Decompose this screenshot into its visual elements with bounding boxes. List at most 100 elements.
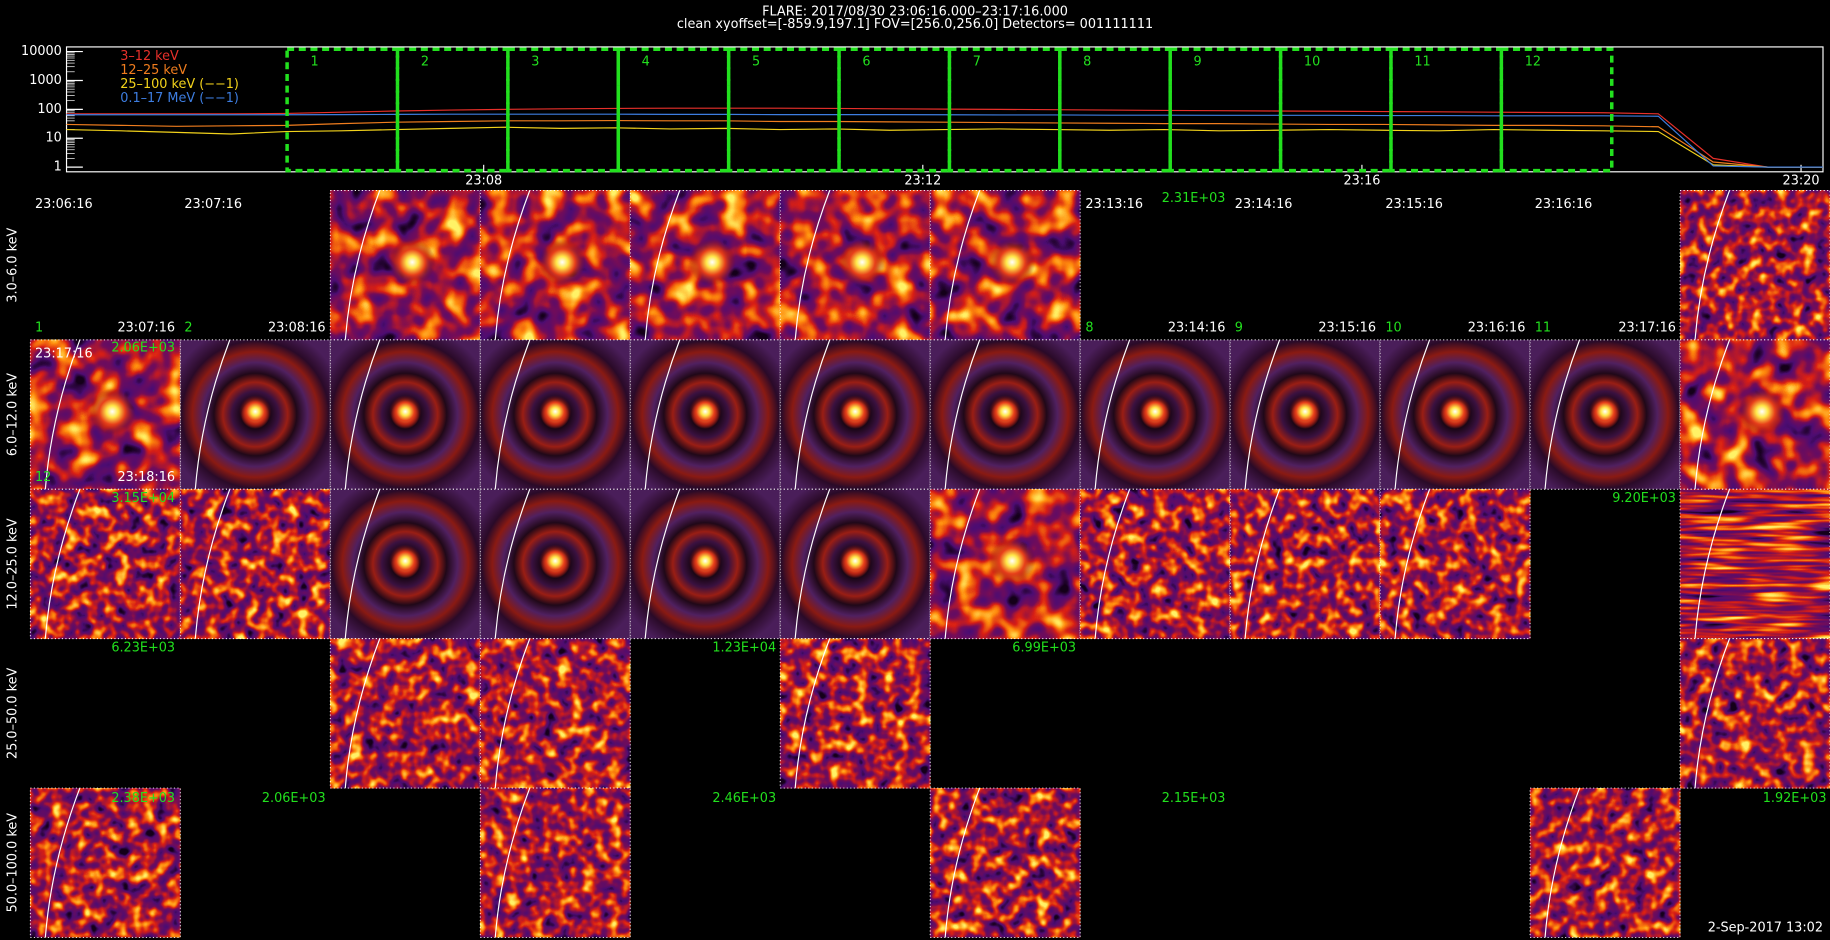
interval-box: [1168, 47, 1283, 173]
solar-limb: [344, 489, 381, 639]
source-spot: [388, 544, 422, 578]
image-panel: [1379, 339, 1531, 490]
panel-annotation: 23:17:16: [35, 346, 93, 361]
solar-limb: [1694, 190, 1731, 340]
image-panel: [329, 638, 481, 789]
row-label: 50.0–100.0 keV: [5, 813, 20, 913]
legend-entry: 25–100 keV (−−1): [120, 77, 239, 92]
interval-label: 12: [1525, 55, 1541, 70]
panel-annotation: 3.15E+04: [111, 491, 175, 506]
panel-border: [29, 787, 181, 938]
image-panel: [1229, 339, 1381, 490]
image-panel: [1379, 488, 1531, 640]
interval-label: 8: [1083, 55, 1091, 70]
image-panel: [779, 488, 931, 640]
solar-limb: [344, 339, 381, 490]
panel-image: [330, 638, 481, 789]
panel-annotation: 11: [1535, 321, 1551, 336]
solar-limb: [794, 638, 831, 789]
panel-annotation: 2.06E+03: [262, 791, 326, 806]
solar-limb: [944, 190, 981, 340]
source-spot: [388, 238, 436, 286]
interval-label: 1: [310, 55, 318, 70]
subtitle: clean xyoffset=[-859.9,197.1] FOV=[256.0…: [677, 17, 1153, 32]
interval-label: 11: [1414, 55, 1430, 70]
solar-limb: [1244, 339, 1281, 490]
image-panel: [929, 787, 1081, 938]
image-panel: [479, 638, 631, 789]
solar-limb: [494, 787, 531, 938]
panel-annotation: 2.15E+03: [1162, 791, 1226, 806]
source-spot: [988, 395, 1022, 428]
solar-limb: [44, 787, 81, 938]
image-panel: [1079, 339, 1231, 490]
interval-box: [616, 47, 731, 173]
source-spot: [1738, 388, 1786, 435]
solar-limb: [194, 339, 231, 490]
image-panel: [779, 339, 931, 490]
panel-annotation: 23:14:16: [1168, 321, 1226, 336]
solar-limb: [1244, 489, 1281, 639]
interval-label: 9: [1194, 55, 1202, 70]
interval-label: 6: [862, 55, 870, 70]
panel-annotation: 23:17:16: [1618, 321, 1676, 336]
image-panel: [479, 190, 631, 341]
interval-box: [285, 47, 400, 173]
solar-limb: [794, 190, 831, 340]
source-spot: [538, 395, 572, 428]
solar-limb: [644, 489, 681, 639]
image-panel: [1529, 339, 1681, 490]
panel-image: [480, 638, 631, 789]
solar-limb: [494, 190, 531, 340]
solar-limb: [1694, 489, 1731, 639]
image-panel: [629, 339, 781, 490]
panel-image: [30, 489, 181, 639]
legend-entry: 3–12 keV: [120, 49, 179, 64]
y-tick-label: 100: [37, 102, 62, 117]
timestamp: 2-Sep-2017 13:02: [1708, 921, 1823, 936]
solar-limb: [944, 489, 981, 639]
panel-annotation: 23:07:16: [184, 197, 242, 212]
row-label: 3.0–6.0 keV: [5, 227, 20, 302]
panel-image: [930, 788, 1081, 938]
panel-border: [1379, 488, 1531, 640]
solar-limb: [1394, 489, 1431, 639]
image-panel: [629, 190, 781, 341]
panel-annotation: 23:15:16: [1318, 321, 1376, 336]
panel-annotation: 10: [1385, 321, 1401, 336]
panel-annotation: 9: [1235, 321, 1243, 336]
solar-limb: [1694, 638, 1731, 789]
interval-box: [1389, 47, 1504, 173]
image-panel: [629, 488, 781, 640]
image-panel: [329, 488, 481, 640]
source-spot: [238, 395, 272, 428]
image-panel: [779, 190, 931, 341]
panel-annotation: 8: [1085, 321, 1093, 336]
panel-image: [30, 788, 181, 938]
solar-limb: [1544, 787, 1581, 938]
x-tick-label: 23:12: [904, 174, 941, 189]
image-panel: [929, 190, 1081, 341]
interval-label: 4: [642, 55, 650, 70]
y-tick-label: 10: [46, 131, 62, 146]
series-line: [66, 119, 1823, 168]
solar-limb: [344, 190, 381, 340]
panel-annotation: 1: [35, 321, 43, 336]
interval-box: [837, 47, 952, 173]
panel-border: [779, 638, 931, 789]
solar-limb: [1544, 339, 1581, 490]
source-spot: [988, 238, 1036, 286]
panel-image: [780, 638, 931, 789]
panel-annotation: 1.23E+04: [712, 640, 776, 655]
x-tick-label: 23:20: [1783, 174, 1820, 189]
interval-box: [1499, 47, 1614, 173]
source-spot: [688, 395, 722, 428]
panel-image: [1530, 788, 1681, 938]
panel-border: [479, 638, 631, 789]
row-label: 6.0–12.0 keV: [5, 373, 20, 456]
panel-border: [1529, 787, 1681, 938]
legend-entry: 0.1–17 MeV (−−1): [120, 91, 239, 106]
image-panel: [479, 488, 631, 640]
interval-label: 10: [1304, 55, 1320, 70]
